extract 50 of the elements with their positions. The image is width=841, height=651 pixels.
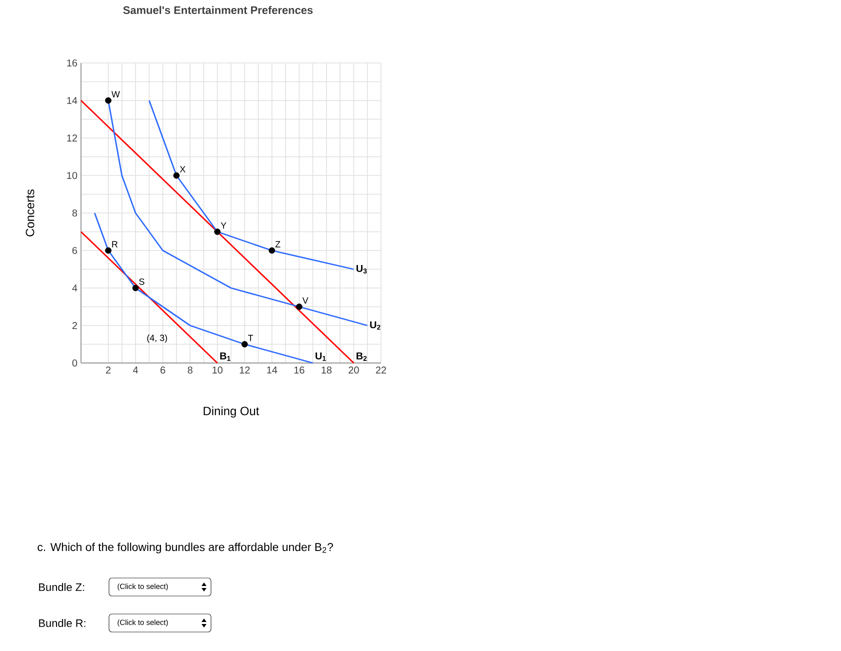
line-series bbox=[148, 100, 354, 270]
y-axis-title: Concerts bbox=[26, 190, 34, 236]
annotation: V bbox=[302, 297, 308, 304]
x-tick-label: 14 bbox=[267, 366, 278, 374]
x-tick-label: 2 bbox=[106, 366, 111, 374]
y-tick-label: 16 bbox=[67, 59, 78, 67]
annotation: W bbox=[112, 91, 120, 98]
series-label: U$_{3}$ bbox=[356, 265, 367, 274]
annotation: Y bbox=[220, 222, 226, 229]
text: c. Which of the following bundles are affordable under B$_{2}$? bbox=[38, 542, 333, 554]
y-tick-label: 4 bbox=[72, 284, 78, 292]
x-tick-label: 22 bbox=[376, 366, 386, 374]
y-tick-label: 0 bbox=[72, 359, 78, 367]
x-tick-label: 6 bbox=[160, 366, 166, 374]
y-tick-label: 12 bbox=[67, 134, 77, 142]
x-axis-title: Dining Out bbox=[204, 406, 260, 418]
annotation: T bbox=[248, 334, 254, 342]
x-tick-label: 16 bbox=[294, 366, 304, 374]
y-tick-label: 8 bbox=[72, 209, 78, 217]
point bbox=[241, 341, 248, 348]
annotation: S bbox=[139, 278, 144, 285]
series-label: U$_{2}$ bbox=[370, 321, 380, 330]
annotation: Z bbox=[275, 241, 280, 248]
series-label: B$_{1}$ bbox=[220, 352, 230, 361]
annotation: X bbox=[180, 166, 186, 172]
annotation: (4, 3) bbox=[147, 334, 168, 343]
text: Bundle Z: bbox=[39, 582, 84, 592]
y-tick-label: 14 bbox=[67, 97, 78, 104]
x-tick-label: 8 bbox=[188, 366, 192, 374]
point bbox=[214, 228, 221, 235]
point bbox=[105, 247, 112, 254]
point bbox=[296, 304, 302, 310]
y-tick-label: 6 bbox=[72, 246, 78, 254]
point bbox=[105, 97, 112, 104]
x-tick-label: 4 bbox=[133, 366, 138, 374]
annotation: R bbox=[112, 241, 118, 248]
series-label: U$_{1}$ bbox=[316, 352, 326, 361]
x-tick-label: 12 bbox=[240, 366, 250, 374]
point bbox=[268, 247, 276, 254]
text: Bundle R: bbox=[39, 618, 86, 628]
chart-title: Samuel's Entertainment Preferences bbox=[123, 6, 313, 14]
y-tick-label: 2 bbox=[72, 322, 77, 329]
point bbox=[173, 172, 180, 179]
x-tick-label: 20 bbox=[348, 366, 359, 374]
point bbox=[132, 284, 139, 292]
y-tick-label: 10 bbox=[67, 172, 78, 180]
line-series bbox=[94, 212, 314, 364]
series-label: B$_{2}$ bbox=[356, 352, 367, 361]
x-tick-label: 10 bbox=[212, 366, 223, 374]
x-tick-label: 18 bbox=[322, 366, 332, 374]
